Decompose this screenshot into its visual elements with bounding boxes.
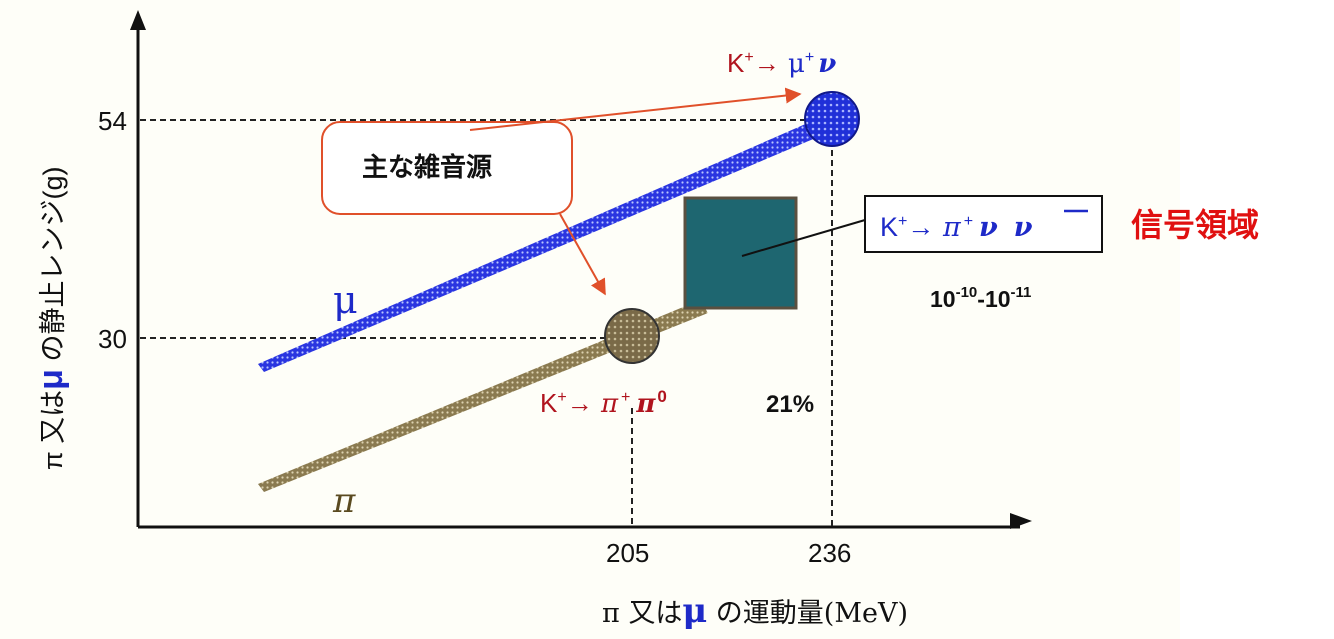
decay-pi-nunu-k-plus: + xyxy=(898,213,907,230)
y-axis-label-mu: μ xyxy=(32,369,70,390)
decay-pi-pi0-k: K xyxy=(540,388,558,418)
x-tick-236: 236 xyxy=(808,538,851,568)
y-axis-label-suffix: の静止レンジ(g) xyxy=(38,167,68,370)
mu-range-band xyxy=(258,122,818,372)
plot-background xyxy=(0,0,1180,639)
mu-nu-peak-circle xyxy=(804,91,860,147)
decay-pi-nunu-k: K xyxy=(880,212,898,242)
noise-arrow-mu-nu xyxy=(469,87,802,131)
br-base-1: 10 xyxy=(930,286,956,312)
decay-pi-nunu-pi: π xyxy=(934,212,962,243)
decay-pi-pi0-pi-plus: + xyxy=(621,389,630,406)
decay-pi-nunu-nu: ν xyxy=(979,212,998,243)
reference-lines xyxy=(140,119,833,527)
br-exp-2: -11 xyxy=(1011,284,1032,301)
x-axis-arrowhead xyxy=(1010,513,1032,529)
y-axis-label-prefix: π 又は xyxy=(38,390,68,470)
decay-pi-pi0-k-plus: + xyxy=(557,389,566,406)
pi-pi0-peak-circle xyxy=(604,308,660,364)
decay-mu-nu-mu: μ xyxy=(780,49,805,79)
x-axis-label: π 又はμ の運動量(MeV) xyxy=(602,591,908,631)
signal-region-label: 信号領域 xyxy=(1131,207,1259,243)
branching-ratio-21: 21% xyxy=(766,391,814,418)
y-tick-30: 30 xyxy=(98,324,127,354)
decay-pi-nunu-arrow: → xyxy=(907,212,934,242)
decay-mu-nu-k-plus: + xyxy=(744,49,753,66)
decay-k-pi-nu-nubar: K+→ π + ν ν xyxy=(880,212,1033,243)
decay-mu-nu-arrow: → xyxy=(754,48,780,78)
decay-mu-nu-mu-plus: + xyxy=(805,49,814,66)
decay-pi-pi0-zero: 0 xyxy=(657,387,666,406)
y-axis-label: π 又はμ の静止レンジ(g) xyxy=(32,167,70,470)
br-base-2: 10 xyxy=(985,286,1011,312)
x-tick-205: 205 xyxy=(606,538,649,568)
y-axis-arrowhead xyxy=(130,10,146,30)
noise-arrow-pi-pi0 xyxy=(559,213,606,296)
br-dash: - xyxy=(977,286,985,312)
mu-line-label: μ xyxy=(333,278,358,322)
decay-mu-nu-k: K xyxy=(727,48,745,78)
y-tick-54: 54 xyxy=(98,106,127,136)
decay-pi-nunu-nubar: ν xyxy=(1014,212,1033,243)
br-exp-1: -10 xyxy=(956,284,978,301)
x-axis-label-prefix: π 又は xyxy=(602,598,682,629)
decay-k-pi-pi0: K+→ π + π 0 xyxy=(540,387,667,419)
decay-pi-nunu-pi-plus: + xyxy=(964,213,973,230)
x-axis-label-mu: μ xyxy=(682,591,707,631)
decay-k-mu-nu: K+→ μ+ ν xyxy=(727,48,836,79)
decay-pi-pi0-arrow: → xyxy=(567,388,593,418)
decay-pi-pi0-pi0: π xyxy=(635,389,656,419)
pi-range-band xyxy=(258,300,708,492)
noise-callout-box xyxy=(321,121,573,215)
signal-pointer-line xyxy=(741,219,866,257)
axes xyxy=(130,10,1032,529)
signal-decay-frame xyxy=(864,195,1103,253)
decay-mu-nu-nu: ν xyxy=(818,49,836,79)
signal-branching-ratio: 10-10-10-11 xyxy=(930,284,1031,312)
pi-line-label: π xyxy=(332,481,356,521)
signal-decay-box: K+→ π + ν ν xyxy=(741,195,1103,257)
svg-text:π 又はμ の静止レンジ(g): π 又はμ の静止レンジ(g) xyxy=(32,167,70,470)
noise-source-callout: 主な雑音源 xyxy=(321,87,802,296)
noise-callout-label: 主な雑音源 xyxy=(362,152,492,182)
signal-region-box xyxy=(683,196,798,310)
x-axis-label-suffix: の運動量(MeV) xyxy=(707,598,908,629)
decay-pi-pi0-pi: π xyxy=(593,389,619,419)
